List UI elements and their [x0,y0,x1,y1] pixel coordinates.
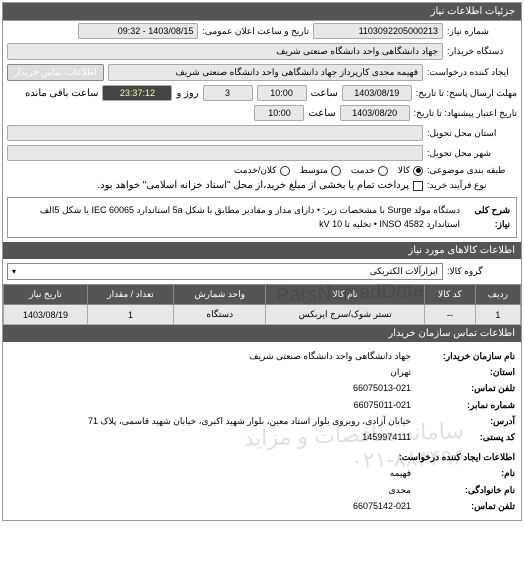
deadline-label: مهلت ارسال پاسخ: تا تاریخ: [416,88,517,99]
buyer-value: جهاد دانشگاهی واحد دانشگاه صنعتی شریف [7,43,443,60]
days-label: روز و [176,88,198,99]
cell-row: 1 [475,305,520,325]
validity-time: 10:00 [254,105,304,121]
cell-date: 1403/08/19 [4,305,88,325]
deadline-date: 1403/08/19 [342,85,412,101]
time-label-1: ساعت [311,88,338,99]
days-remaining: 3 [203,85,253,101]
col-unit: واحد شمارش [174,285,266,305]
validity-date: 1403/08/20 [340,105,410,121]
city-label: شهر محل تحویل: [427,148,517,159]
row-creator: ایجاد کننده درخواست: فهیمه مجدی کارپرداز… [3,62,521,83]
row-city: شهر محل تحویل: [3,143,521,163]
province-label: استان محل تحویل: [427,128,517,139]
description-text: دستگاه مولد Surge با مشخصات زیر: • دارای… [14,204,460,231]
creator-label: ایجاد کننده درخواست: [427,67,517,78]
row-buyer: دستگاه خریدار: جهاد دانشگاهی واحد دانشگا… [3,41,521,62]
table-row: 1 -- تستر شوک/سرج ایربکس دستگاه 1 1403/0… [4,305,521,325]
col-date: تاریخ نیاز [4,285,88,305]
contact-address: آدرس:خیابان آزادی، روبروی بلوار استاد مع… [9,413,515,429]
contact-postal: کد پستی:1459974111 [9,429,515,445]
contact-section-header: اطلاعات تماس سازمان خریدار [3,325,521,342]
chevron-down-icon: ▾ [12,267,16,276]
row-validity: تاریخ اعتبار پیشنهاد: تا تاریخ: 1403/08/… [3,103,521,123]
goods-group-row: گروه کالا: ابزارآلات الکتریکی ▾ [3,259,521,284]
col-name: نام کالا [266,285,425,305]
row-process: نوع فرآیند خرید: پرداخت تمام یا بخشی از … [3,178,521,193]
row-classification: طبقه بندی موضوعی: کالا خدمت متوسط کلان/خ… [3,163,521,178]
description-box: شرح کلی نیاز: دستگاه مولد Surge با مشخصا… [7,197,517,238]
row-deadline: مهلت ارسال پاسخ: تا تاریخ: 1403/08/19 سا… [3,83,521,103]
radio-service[interactable]: خدمت [351,165,388,176]
goods-group-dropdown[interactable]: ابزارآلات الکتریکی ▾ [7,263,443,280]
row-province: استان محل تحویل: [3,123,521,143]
classification-label: طبقه بندی موضوعی: [427,165,517,176]
cell-name: تستر شوک/سرج ایربکس [266,305,425,325]
table-header-row: ردیف کد کالا نام کالا واحد شمارش تعداد /… [4,285,521,305]
radio-large[interactable]: کلان/خدمت [234,165,290,176]
panel-title: جزئیات اطلاعات نیاز [3,3,521,21]
radio-icon [331,166,341,176]
creator-firstname: نام:فهیمه [9,465,515,481]
radio-goods[interactable]: کالا [398,165,423,176]
treasury-label: پرداخت تمام یا بخشی از مبلغ خرید،از محل … [97,180,409,191]
goods-group-value: ابزارآلات الکتریکی [370,266,438,277]
creator-value: فهیمه مجدی کارپرداز جهاد دانشگاهی واحد د… [108,64,423,81]
col-row: ردیف [475,285,520,305]
col-code: کد کالا [425,285,476,305]
creator-section-header: اطلاعات ایجاد کننده درخواست: [9,449,515,465]
treasury-checkbox[interactable] [413,181,423,191]
radio-medium[interactable]: متوسط [300,165,341,176]
contact-section: نام سازمان خریدار:جهاد دانشگاهی واحد دان… [3,342,521,520]
province-value [7,125,423,141]
radio-icon [378,166,388,176]
contact-org: نام سازمان خریدار:جهاد دانشگاهی واحد دان… [9,348,515,364]
buyer-label: دستگاه خریدار: [447,46,517,57]
creator-lastname: نام خانوادگی:مجدی [9,482,515,498]
cell-unit: دستگاه [174,305,266,325]
goods-group-label: گروه کالا: [447,266,517,277]
remain-label: ساعت باقی مانده [25,88,98,99]
radio-icon [413,166,423,176]
announce-date-label: تاریخ و ساعت اعلان عمومی: [202,26,309,37]
deadline-time: 10:00 [257,85,307,101]
contact-fax: شماره نمابر:66075011-021 [9,397,515,413]
classification-radios: کالا خدمت متوسط کلان/خدمت [234,165,423,176]
contact-phone: تلفن تماس:66075013-021 [9,380,515,396]
process-label: نوع فرآیند خرید: [427,180,517,191]
contact-province: استان:تهران [9,364,515,380]
time-label-2: ساعت [308,108,335,119]
contact-buyer-button[interactable]: اطلاعات تماس خریدار [7,64,104,81]
time-remaining: 23:37:12 [102,85,172,101]
validity-label: تاریخ اعتبار پیشنهاد: تا تاریخ: [414,108,517,119]
cell-qty: 1 [87,305,173,325]
number-value: 1103092205000213 [313,23,443,39]
city-value [7,145,423,161]
goods-table: ردیف کد کالا نام کالا واحد شمارش تعداد /… [3,284,521,325]
announce-date-value: 1403/08/15 - 09:32 [78,23,198,39]
row-number: شماره نیاز: 1103092205000213 تاریخ و ساع… [3,21,521,41]
cell-code: -- [425,305,476,325]
creator-phone: تلفن تماس:66075142-021 [9,498,515,514]
details-panel: جزئیات اطلاعات نیاز شماره نیاز: 11030922… [2,2,522,521]
goods-section-header: اطلاعات کالاهای مورد نیاز [3,242,521,259]
description-label: شرح کلی نیاز: [460,204,510,231]
number-label: شماره نیاز: [447,26,517,37]
radio-icon [280,166,290,176]
col-qty: تعداد / مقدار [87,285,173,305]
